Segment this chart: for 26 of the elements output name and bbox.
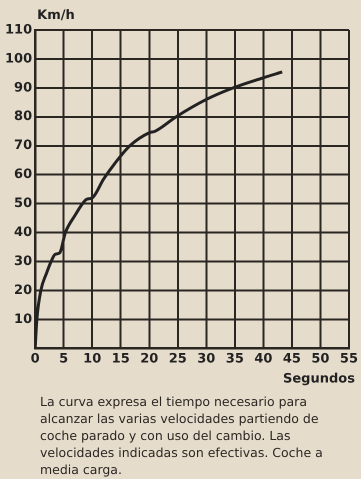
x-tick-label: 25 xyxy=(168,352,187,367)
y-tick-label: 80 xyxy=(14,109,32,124)
x-tick-label: 20 xyxy=(140,352,158,367)
x-tick-label: 45 xyxy=(282,352,301,367)
y-tick-label: 70 xyxy=(14,138,32,154)
x-tick-label: 30 xyxy=(197,352,216,367)
x-tick-label: 0 xyxy=(30,352,40,367)
text: La curva expresa el tiempo necesario para alcanzar las varias velocidades partiendo de coche parado y con uso del cambio. Las velocidades indicadas son efectivas. Coche a media carga. xyxy=(40,393,324,478)
x-tick-label: 55 xyxy=(340,352,358,367)
y-tick-label: 10 xyxy=(14,312,32,327)
x-axis-title: Segundos xyxy=(282,371,356,386)
y-tick-label: 30 xyxy=(14,254,32,269)
y-tick-label: 90 xyxy=(14,80,32,96)
x-tick-label: 15 xyxy=(112,352,130,367)
x-tick-label: 35 xyxy=(226,352,244,367)
y-tick-label: 50 xyxy=(14,196,32,212)
y-tick-label: 110 xyxy=(4,22,32,38)
y-axis-title: Km/h xyxy=(37,8,75,23)
y-tick-label: 40 xyxy=(14,224,32,240)
x-tick-label: 5 xyxy=(59,352,68,367)
y-tick-label: 60 xyxy=(14,167,32,182)
x-tick-label: 50 xyxy=(311,352,330,367)
x-tick-label: 10 xyxy=(83,352,102,367)
y-tick-label: 100 xyxy=(4,51,32,66)
x-tick-label: 40 xyxy=(254,352,272,367)
y-tick-label: 20 xyxy=(14,282,32,298)
